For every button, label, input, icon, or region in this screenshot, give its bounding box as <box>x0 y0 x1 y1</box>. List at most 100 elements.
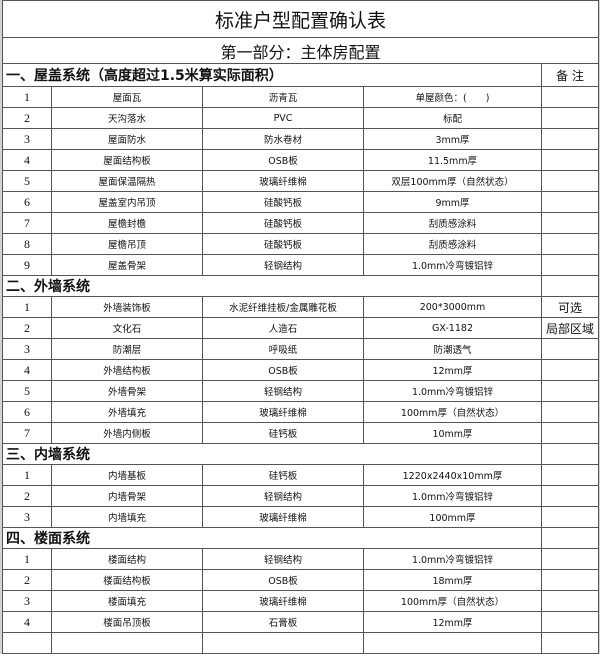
cell-note[interactable] <box>540 401 600 423</box>
section-heading[interactable]: 三、内墙系统 <box>2 443 542 465</box>
cell-material[interactable]: 轻钢结构 <box>202 548 364 570</box>
cell-spec[interactable]: 1.0mm冷弯镀铝锌 <box>363 380 542 402</box>
cell-no[interactable]: 2 <box>2 107 52 129</box>
cell-material[interactable]: 硅酸钙板 <box>202 233 364 255</box>
cell-item[interactable]: 外墙装饰板 <box>51 296 203 318</box>
cell-material[interactable]: 硅钙板 <box>202 422 364 444</box>
cell-item[interactable]: 外墙内侧板 <box>51 422 203 444</box>
remark-cell[interactable] <box>540 275 600 297</box>
cell-material[interactable]: OSB板 <box>202 569 364 591</box>
cell-spec[interactable]: 1.0mm冷弯镀铝锌 <box>363 485 542 507</box>
cell-spec[interactable]: 标配 <box>363 107 542 129</box>
cell-note[interactable] <box>540 548 600 570</box>
cell-note[interactable] <box>540 233 600 255</box>
cell-no[interactable]: 4 <box>2 359 52 381</box>
cell-material[interactable]: 硅酸钙板 <box>202 212 364 234</box>
cell-note[interactable] <box>540 149 600 171</box>
cell-material[interactable]: 轻钢结构 <box>202 485 364 507</box>
cell-item[interactable]: 文化石 <box>51 317 203 339</box>
empty-cell[interactable] <box>51 632 203 654</box>
cell-material[interactable]: 硅酸钙板 <box>202 191 364 213</box>
cell-material[interactable]: OSB板 <box>202 359 364 381</box>
cell-spec[interactable]: 双层100mm厚（自然状态） <box>363 170 542 192</box>
remark-cell[interactable] <box>540 443 600 465</box>
cell-material[interactable]: 玻璃纤维棉 <box>202 401 364 423</box>
cell-material[interactable]: 呼吸纸 <box>202 338 364 360</box>
cell-spec[interactable]: 刮质感涂料 <box>363 233 542 255</box>
cell-note[interactable] <box>540 128 600 150</box>
cell-spec[interactable]: 12mm厚 <box>363 359 542 381</box>
cell-spec[interactable]: 3mm厚 <box>363 128 542 150</box>
cell-no[interactable]: 4 <box>2 149 52 171</box>
section-heading[interactable]: 二、外墙系统 <box>2 275 542 297</box>
cell-no[interactable]: 1 <box>2 548 52 570</box>
cell-no[interactable]: 2 <box>2 317 52 339</box>
cell-item[interactable]: 屋面瓦 <box>51 86 203 108</box>
cell-item[interactable]: 屋檐吊顶 <box>51 233 203 255</box>
cell-spec[interactable]: 100mm厚 <box>363 506 542 528</box>
cell-note[interactable] <box>540 191 600 213</box>
cell-item[interactable]: 内墙基板 <box>51 464 203 486</box>
empty-cell[interactable] <box>202 632 364 654</box>
cell-no[interactable]: 9 <box>2 254 52 276</box>
cell-note[interactable] <box>540 611 600 633</box>
cell-note[interactable] <box>540 506 600 528</box>
cell-material[interactable]: 玻璃纤维棉 <box>202 170 364 192</box>
cell-spec[interactable]: 12mm厚 <box>363 611 542 633</box>
cell-item[interactable]: 内墙骨架 <box>51 485 203 507</box>
cell-material[interactable]: 轻钢结构 <box>202 254 364 276</box>
cell-item[interactable]: 楼面结构 <box>51 548 203 570</box>
section-heading[interactable]: 四、楼面系统 <box>2 527 542 549</box>
cell-material[interactable]: 玻璃纤维棉 <box>202 590 364 612</box>
cell-item[interactable]: 楼面填充 <box>51 590 203 612</box>
cell-material[interactable]: 硅钙板 <box>202 464 364 486</box>
remark-header[interactable]: 备 注 <box>540 63 600 87</box>
cell-note[interactable] <box>540 86 600 108</box>
cell-spec[interactable]: 11.5mm厚 <box>363 149 542 171</box>
cell-note[interactable] <box>540 338 600 360</box>
cell-spec[interactable]: 10mm厚 <box>363 422 542 444</box>
cell-note[interactable] <box>540 569 600 591</box>
cell-spec[interactable]: 单屋颜色：( ) <box>363 86 542 108</box>
cell-no[interactable]: 3 <box>2 128 52 150</box>
cell-spec[interactable]: 9mm厚 <box>363 191 542 213</box>
empty-cell[interactable] <box>540 632 600 654</box>
cell-item[interactable]: 外墙结构板 <box>51 359 203 381</box>
section-heading[interactable]: 一、屋盖系统（高度超过1.5米算实际面积） <box>2 63 542 87</box>
cell-material[interactable]: 沥青瓦 <box>202 86 364 108</box>
cell-spec[interactable]: 防潮透气 <box>363 338 542 360</box>
cell-spec[interactable]: 200*3000mm <box>363 296 542 318</box>
cell-spec[interactable]: 100mm厚（自然状态） <box>363 590 542 612</box>
cell-note[interactable] <box>540 590 600 612</box>
cell-item[interactable]: 屋盖骨架 <box>51 254 203 276</box>
cell-note[interactable] <box>540 254 600 276</box>
cell-spec[interactable]: 1220x2440x10mm厚 <box>363 464 542 486</box>
cell-no[interactable]: 2 <box>2 569 52 591</box>
cell-spec[interactable]: 18mm厚 <box>363 569 542 591</box>
cell-material[interactable]: OSB板 <box>202 149 364 171</box>
cell-note[interactable] <box>540 422 600 444</box>
cell-no[interactable]: 2 <box>2 485 52 507</box>
cell-no[interactable]: 4 <box>2 611 52 633</box>
cell-item[interactable]: 楼面吊顶板 <box>51 611 203 633</box>
cell-note[interactable]: 可选 <box>540 296 600 318</box>
cell-no[interactable]: 3 <box>2 590 52 612</box>
cell-no[interactable]: 6 <box>2 401 52 423</box>
cell-material[interactable]: 人造石 <box>202 317 364 339</box>
cell-item[interactable]: 防潮层 <box>51 338 203 360</box>
cell-no[interactable]: 5 <box>2 170 52 192</box>
cell-item[interactable]: 屋面保温隔热 <box>51 170 203 192</box>
cell-no[interactable]: 3 <box>2 338 52 360</box>
cell-item[interactable]: 屋盖室内吊顶 <box>51 191 203 213</box>
cell-spec[interactable]: GX-1182 <box>363 317 542 339</box>
cell-note[interactable] <box>540 359 600 381</box>
cell-spec[interactable]: 1.0mm冷弯镀铝锌 <box>363 254 542 276</box>
empty-cell[interactable] <box>363 632 542 654</box>
remark-cell[interactable] <box>540 527 600 549</box>
cell-item[interactable]: 楼面结构板 <box>51 569 203 591</box>
cell-item[interactable]: 外墙骨架 <box>51 380 203 402</box>
cell-no[interactable]: 6 <box>2 191 52 213</box>
cell-note[interactable]: 局部区域 <box>540 317 600 339</box>
cell-material[interactable]: 玻璃纤维棉 <box>202 506 364 528</box>
cell-material[interactable]: 石膏板 <box>202 611 364 633</box>
